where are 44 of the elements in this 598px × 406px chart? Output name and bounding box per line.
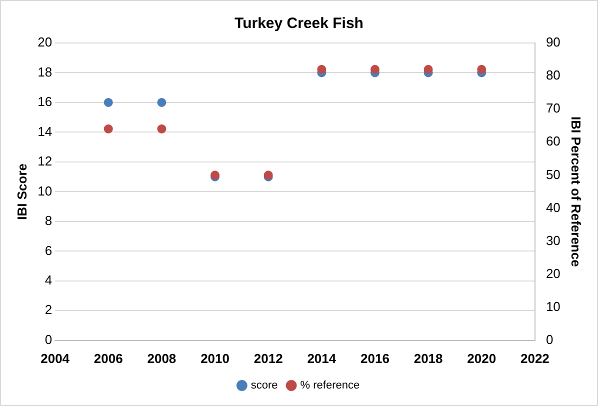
y2-tick-label: 90 <box>546 34 560 50</box>
point <box>370 64 380 74</box>
y-tick-label: 14 <box>38 124 52 139</box>
y2-tick-label: 50 <box>546 166 560 182</box>
y2-tick-label: 70 <box>546 100 560 116</box>
y-tick-label: 12 <box>38 154 52 169</box>
x-tick-label: 2008 <box>147 350 176 366</box>
x-tick-label: 2006 <box>94 350 123 366</box>
y2-tick-label: 60 <box>546 134 560 149</box>
y-tick-label: 6 <box>44 242 52 258</box>
x-tick-label: 2020 <box>467 350 496 366</box>
y-tick-label: 0 <box>44 332 52 347</box>
point <box>424 64 433 74</box>
y-tick-label: 10 <box>38 183 52 198</box>
legend-label: % reference <box>300 380 360 392</box>
y-axis-title: IBI Score <box>14 164 30 220</box>
y-tick-label: 4 <box>44 272 52 288</box>
point <box>104 124 113 134</box>
legend-label: score <box>250 380 278 392</box>
y-tick-label: 2 <box>44 302 52 318</box>
y2-tick-label: 0 <box>546 332 554 347</box>
y2-tick-label: 30 <box>546 232 560 248</box>
x-tick-label: 2022 <box>520 350 550 366</box>
point <box>157 98 166 107</box>
y2-tick-label: 80 <box>546 68 560 83</box>
x-tick-label: 2014 <box>307 350 337 366</box>
y-tick-label: 16 <box>38 94 52 110</box>
point <box>104 98 113 107</box>
chart-title: Turkey Creek Fish <box>234 15 364 32</box>
x-tick-label: 2016 <box>360 350 390 366</box>
y2-tick-label: 40 <box>546 200 560 215</box>
point <box>317 64 326 74</box>
point <box>157 124 166 134</box>
x-tick-label: 2004 <box>40 350 70 366</box>
y-tick-label: 20 <box>38 34 52 50</box>
y2-tick-label: 20 <box>546 266 560 281</box>
point <box>477 64 486 74</box>
x-tick-label: 2012 <box>254 350 283 366</box>
x-tick-label: 2018 <box>414 350 443 366</box>
y-tick-label: 18 <box>38 64 52 80</box>
x-tick-label: 2010 <box>200 350 230 366</box>
y2-tick-label: 10 <box>546 298 560 314</box>
y2-axis-title: IBI Percent of Reference <box>568 116 584 267</box>
y-tick-label: 8 <box>44 213 52 228</box>
